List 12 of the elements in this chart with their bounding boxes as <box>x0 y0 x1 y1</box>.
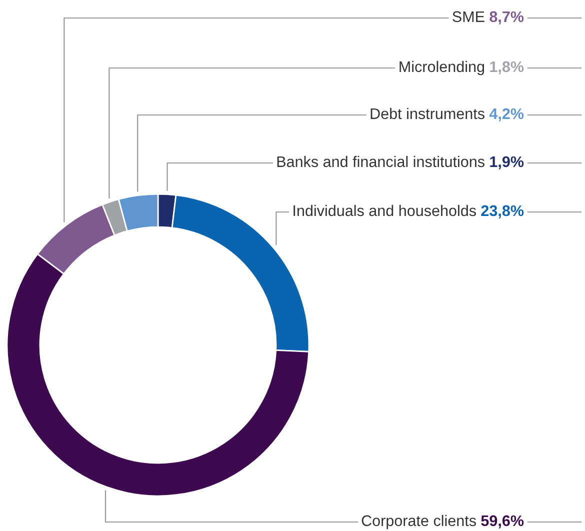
data-label: 23,8% <box>481 205 524 218</box>
slice-label: Corporate clients <box>362 514 476 530</box>
data-label: 8,7% <box>490 11 524 24</box>
slice-label: Microlending <box>400 60 484 76</box>
data-label: 4,2% <box>489 108 524 122</box>
data-label: 1,8% <box>490 61 524 74</box>
slice-label: SME <box>452 11 484 22</box>
data-label: 59,6% <box>481 515 524 528</box>
slice-label: Debt instruments <box>370 108 484 120</box>
slice-label: Individuals and households <box>294 204 476 216</box>
data-label: 1,9% <box>490 156 524 170</box>
slice-label: Banks and financial institutions <box>277 156 484 168</box>
